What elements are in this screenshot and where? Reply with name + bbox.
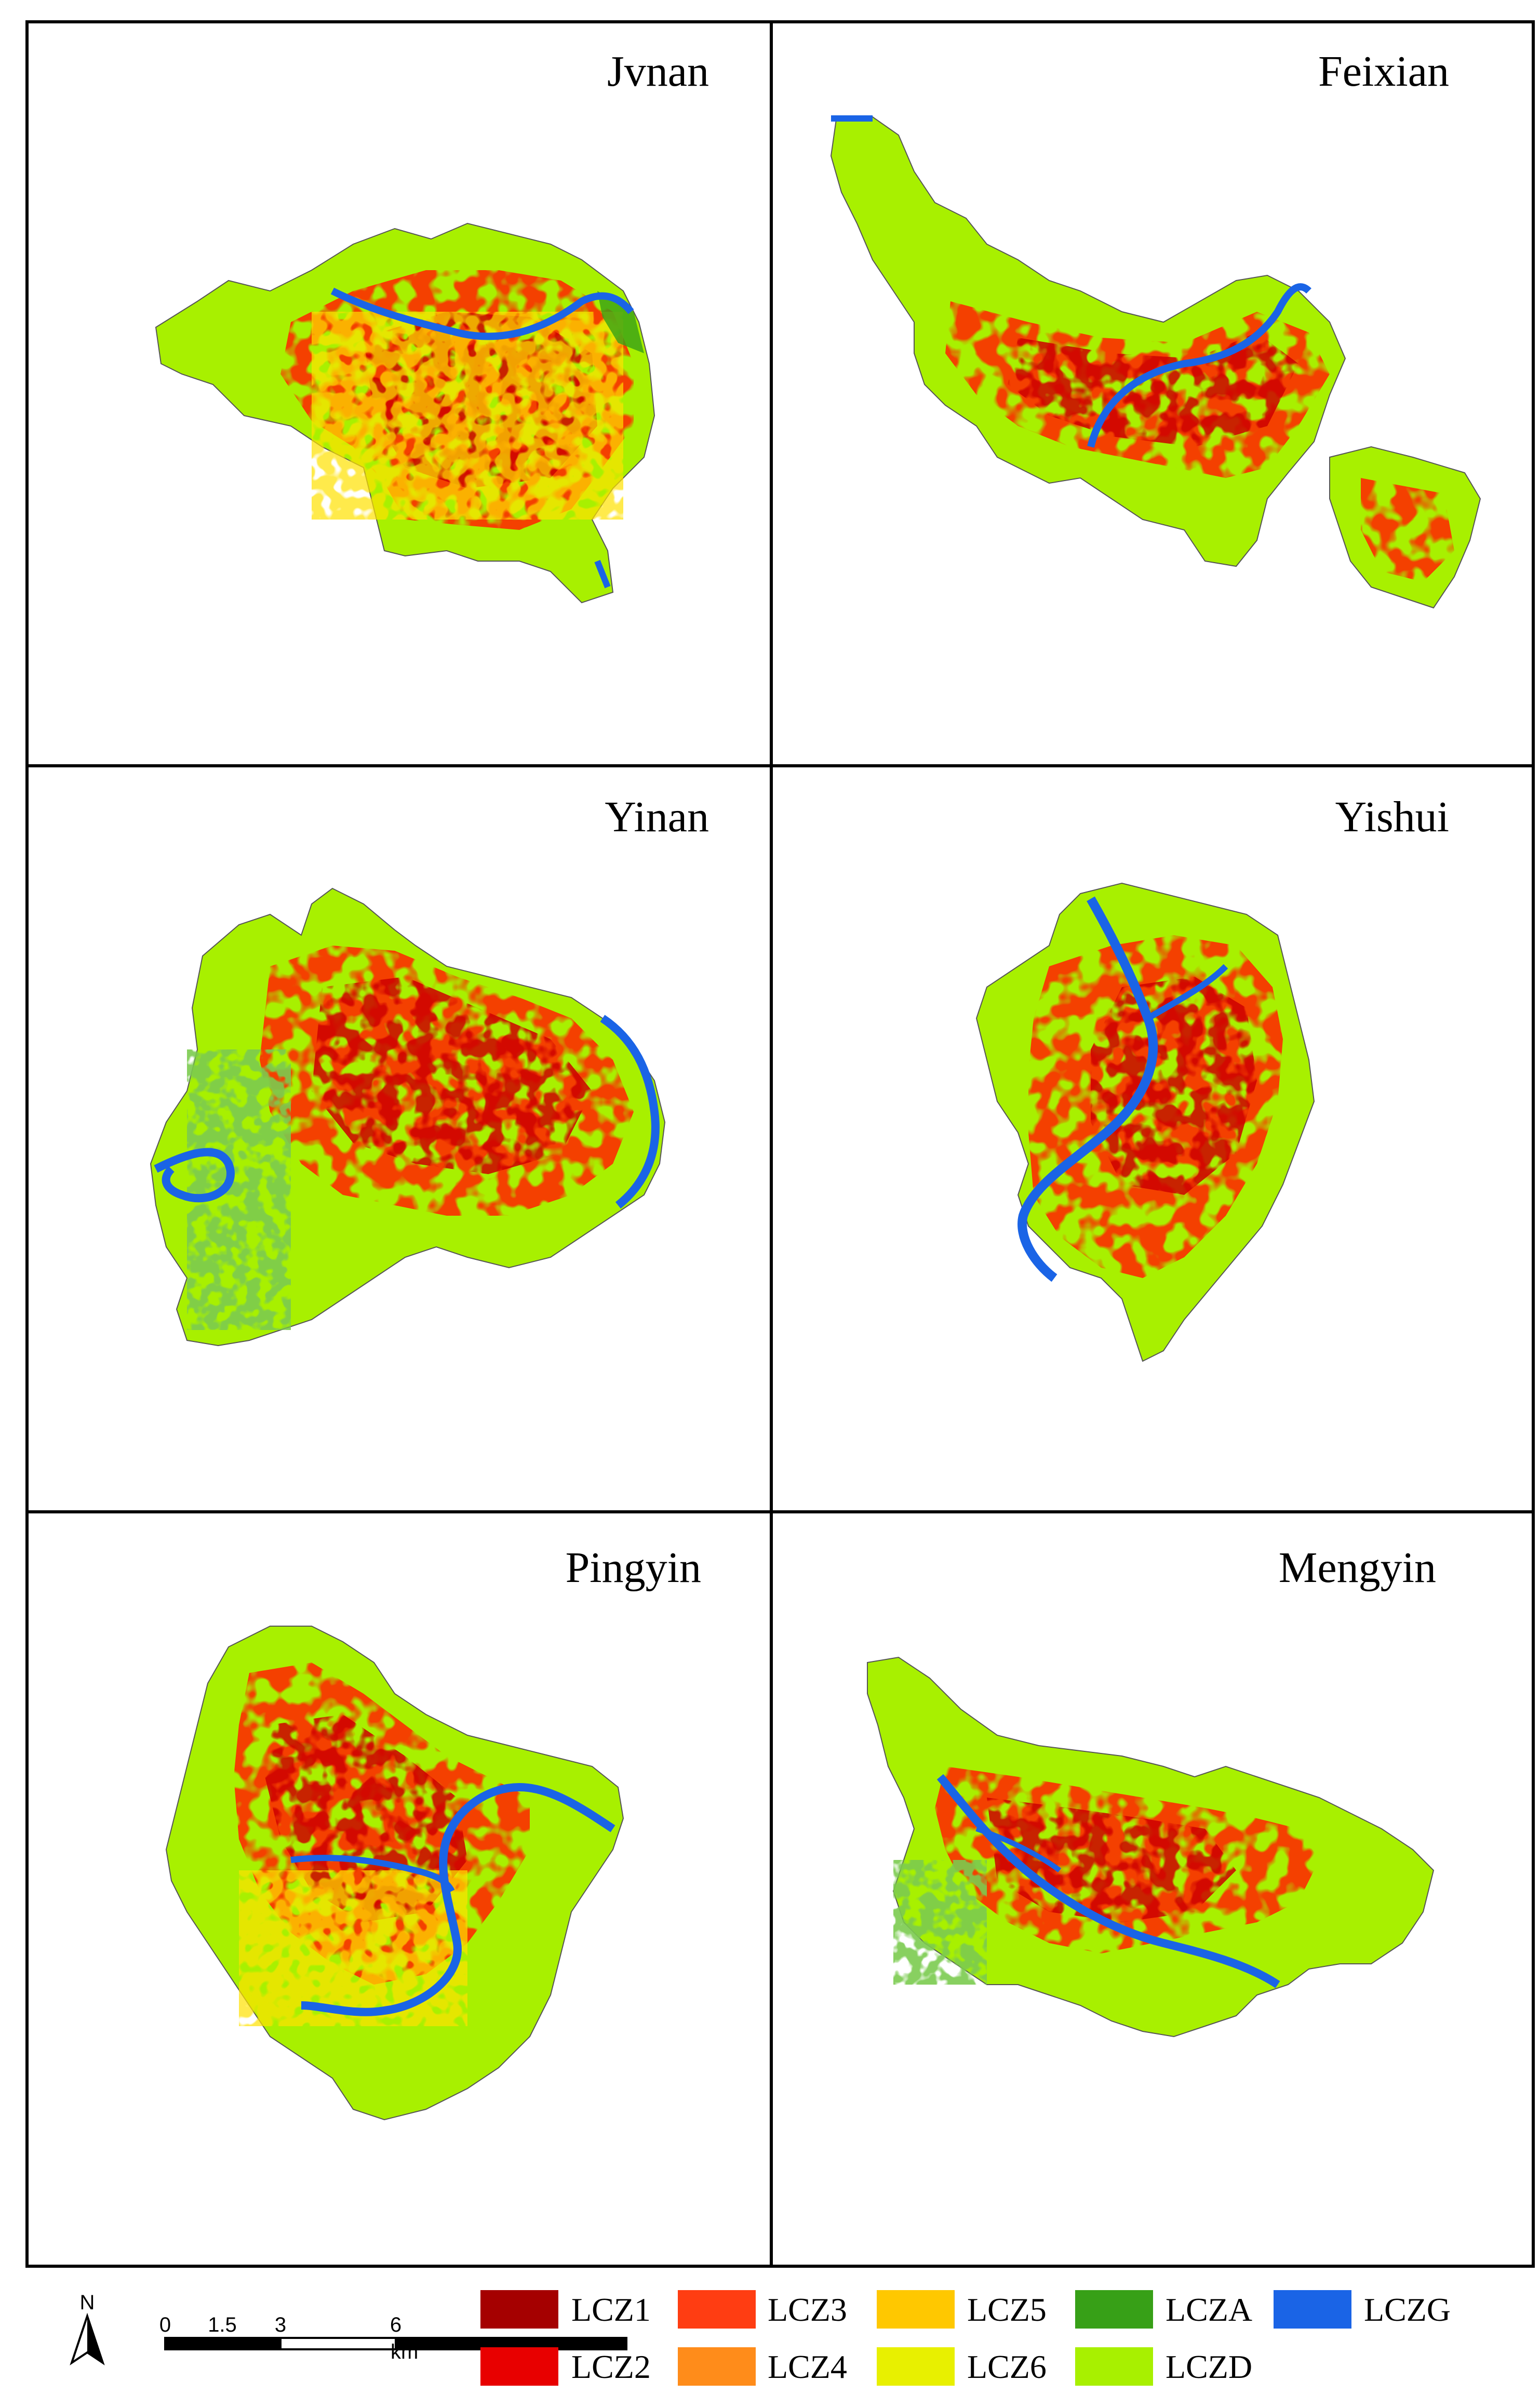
mid-rise-area	[312, 312, 623, 520]
river	[600, 1015, 660, 1209]
scale-bar: 0 1.5 3 6 km	[159, 2313, 627, 2363]
river	[1087, 283, 1311, 448]
panel-title: Feixian	[1318, 47, 1449, 96]
legend: LCZ1 LCZ3 LCZ5 LCZA LCZG LCZ2 LCZ4 LCZ6	[480, 2290, 1451, 2386]
scale-tick-label: 6	[390, 2313, 401, 2336]
district-shape	[150, 887, 666, 1347]
legend-label: LCZ1	[571, 2291, 651, 2328]
river	[975, 1826, 1061, 1873]
river	[1146, 964, 1228, 1021]
scale-unit-label: km	[391, 2340, 418, 2363]
dense-built-up-area	[1091, 977, 1257, 1195]
river	[594, 560, 611, 589]
legend-label: LCZA	[1166, 2291, 1252, 2328]
north-arrow: N	[70, 2291, 105, 2365]
legend-item-lcz5: LCZ5	[877, 2290, 1047, 2329]
legend-swatch	[877, 2290, 955, 2329]
legend-item-lczd: LCZD	[1075, 2347, 1252, 2386]
river	[330, 287, 634, 340]
river	[1017, 896, 1158, 1282]
map-panel-jvnan: Jvnan	[155, 47, 709, 604]
legend-item-lcz6: LCZ6	[877, 2347, 1047, 2386]
panel-title: Jvnan	[607, 47, 709, 96]
forest-area	[893, 1860, 987, 1985]
legend-item-lcz4: LCZ4	[678, 2347, 847, 2386]
panel-title: Pingyin	[566, 1544, 701, 1592]
map-panel-yishui: Yishui	[975, 793, 1449, 1362]
legend-label: LCZ3	[768, 2291, 847, 2328]
legend-swatch	[480, 2290, 558, 2329]
legend-item-lcz3: LCZ3	[678, 2290, 847, 2329]
scale-tick-label: 3	[275, 2313, 286, 2336]
forest-area	[187, 1049, 291, 1330]
map-panel-feixian: Feixian	[830, 47, 1481, 609]
legend-swatch	[877, 2347, 955, 2386]
north-arrow-fill	[87, 2316, 103, 2363]
map-panel-mengyin: Mengyin	[867, 1544, 1436, 2038]
panel-title: Yinan	[605, 793, 709, 841]
scale-bar-segment	[279, 2337, 397, 2350]
district-shape	[165, 1626, 624, 2121]
legend-label: LCZ6	[967, 2348, 1047, 2385]
river	[290, 1855, 455, 1893]
district-shape	[155, 222, 655, 604]
scale-bar-outline	[164, 2337, 627, 2350]
district-shape	[975, 882, 1315, 1362]
legend-item-lcza: LCZA	[1075, 2290, 1252, 2329]
legend-swatch	[480, 2347, 558, 2386]
legend-label: LCZ4	[768, 2348, 847, 2385]
scale-bar-segment	[165, 2338, 280, 2349]
scale-tick-label: 0	[159, 2313, 171, 2336]
district-shape	[830, 115, 1481, 609]
legend-swatch	[1075, 2290, 1153, 2329]
legend-swatch	[1075, 2347, 1153, 2386]
legend-label: LCZ2	[571, 2348, 651, 2385]
legend-item-lcz2: LCZ2	[480, 2347, 651, 2386]
mid-rise-area	[239, 1870, 467, 2026]
scale-tick-label: 1.5	[208, 2313, 237, 2336]
dense-built-up-area	[312, 977, 592, 1174]
map-panel-yinan: Yinan	[150, 793, 709, 1347]
panel-title: Mengyin	[1279, 1544, 1436, 1592]
map-panel-pingyin: Pingyin	[165, 1544, 701, 2121]
forest-area	[597, 291, 644, 353]
district-shape	[867, 1656, 1435, 2038]
scale-bar-segment	[396, 2338, 626, 2349]
legend-swatch	[678, 2290, 756, 2329]
legend-item-lcz1: LCZ1	[480, 2290, 651, 2329]
legend-swatch	[1274, 2290, 1351, 2329]
river	[936, 1774, 1280, 1988]
figure-frame	[25, 20, 1535, 2268]
panel-title: Yishui	[1335, 793, 1449, 841]
legend-label: LCZ5	[967, 2291, 1047, 2328]
legend-swatch	[678, 2347, 756, 2386]
dense-built-up-area	[1008, 333, 1298, 447]
river	[301, 1783, 615, 2016]
legend-label: LCZG	[1364, 2291, 1451, 2328]
built-up-area-east	[1361, 478, 1454, 582]
legend-label: LCZD	[1166, 2348, 1252, 2385]
north-arrow-label: N	[80, 2291, 95, 2314]
river	[154, 1148, 235, 1203]
legend-item-lczg: LCZG	[1274, 2290, 1451, 2329]
